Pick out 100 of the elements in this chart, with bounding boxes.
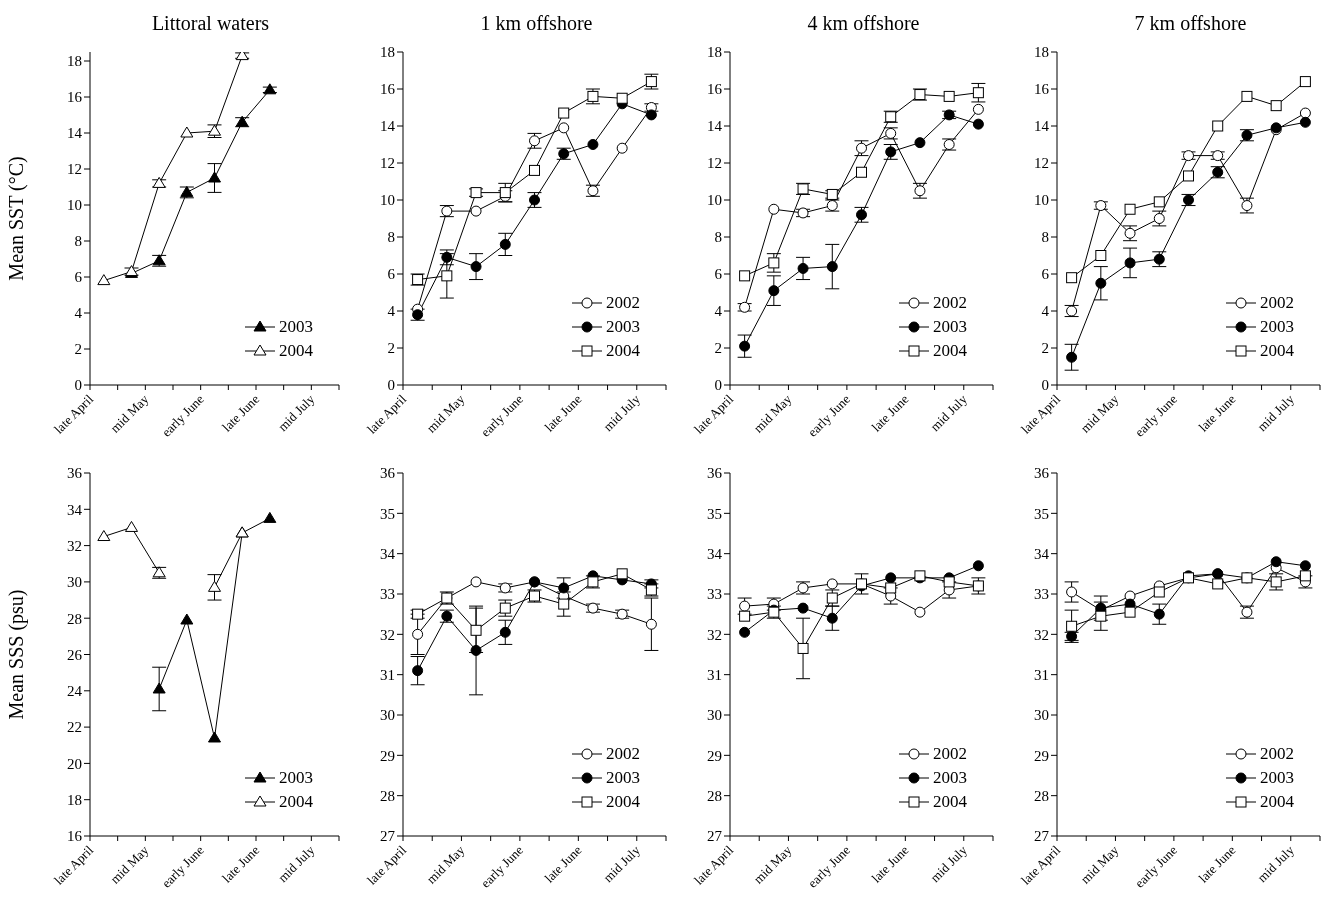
y-tick-label: 14 bbox=[707, 118, 723, 135]
y-tick-label: 30 bbox=[380, 707, 395, 724]
y-tick-label: 2 bbox=[1041, 340, 1049, 357]
y-tick-label: 4 bbox=[74, 305, 83, 322]
x-tick-label: late June bbox=[1195, 391, 1239, 435]
y-tick-label: 12 bbox=[67, 161, 82, 178]
y-tick-label: 14 bbox=[1034, 118, 1050, 135]
y-axis-title: Mean SST (°C) bbox=[5, 156, 29, 281]
y-tick-label: 8 bbox=[387, 229, 395, 246]
y-tick-label: 31 bbox=[380, 666, 395, 683]
x-tick-label: mid July bbox=[600, 842, 644, 886]
x-tick-label: mid May bbox=[107, 391, 152, 436]
y-tick-label: 34 bbox=[707, 545, 723, 562]
legend-label: 2004 bbox=[606, 341, 640, 361]
x-tick-label: early June bbox=[1131, 842, 1181, 891]
y-tick-label: 33 bbox=[380, 586, 395, 603]
y-tick-label: 34 bbox=[67, 501, 83, 518]
y-tick-label: 0 bbox=[714, 377, 722, 394]
y-tick-label: 29 bbox=[1034, 747, 1049, 764]
y-tick-label: 18 bbox=[707, 44, 722, 61]
y-tick-label: 31 bbox=[707, 666, 722, 683]
y-tick-label: 16 bbox=[67, 828, 83, 845]
y-tick-label: 2 bbox=[387, 340, 395, 357]
x-tick-label: late June bbox=[541, 842, 585, 886]
chart-title: 4 km offshore bbox=[806, 11, 921, 36]
legend-label: 2002 bbox=[933, 744, 967, 764]
legend-label: 2004 bbox=[933, 792, 967, 812]
y-tick-label: 14 bbox=[67, 125, 83, 142]
x-tick-label: early June bbox=[477, 391, 527, 440]
x-tick-label: late June bbox=[219, 842, 263, 886]
x-tick-label: mid July bbox=[927, 391, 971, 435]
y-tick-label: 8 bbox=[714, 229, 722, 246]
chart-title: Littoral waters bbox=[150, 11, 271, 36]
legend-label: 2002 bbox=[1260, 293, 1294, 313]
legend-label: 2003 bbox=[933, 317, 967, 337]
y-tick-label: 27 bbox=[380, 828, 396, 845]
y-tick-label: 18 bbox=[67, 792, 82, 809]
x-tick-label: early June bbox=[804, 842, 854, 891]
y-tick-label: 26 bbox=[67, 646, 83, 663]
legend-label: 2004 bbox=[279, 792, 313, 812]
y-tick-label: 28 bbox=[67, 610, 82, 627]
y-tick-label: 2 bbox=[714, 340, 722, 357]
x-tick-label: mid July bbox=[927, 842, 971, 886]
y-tick-label: 16 bbox=[707, 81, 723, 98]
legend-label: 2002 bbox=[606, 293, 640, 313]
x-tick-label: mid May bbox=[107, 842, 152, 887]
y-tick-label: 8 bbox=[1041, 229, 1049, 246]
y-tick-label: 18 bbox=[1034, 44, 1049, 61]
y-tick-label: 14 bbox=[380, 118, 396, 135]
x-tick-label: early June bbox=[158, 842, 207, 891]
y-tick-label: 22 bbox=[67, 719, 82, 736]
legend-label: 2003 bbox=[933, 768, 967, 788]
y-tick-label: 12 bbox=[380, 155, 395, 172]
y-tick-label: 34 bbox=[380, 545, 396, 562]
y-tick-label: 36 bbox=[707, 465, 723, 482]
x-tick-label: late June bbox=[1195, 842, 1239, 886]
x-tick-label: mid July bbox=[600, 391, 644, 435]
legend-label: 2004 bbox=[606, 792, 640, 812]
y-tick-label: 12 bbox=[1034, 155, 1049, 172]
x-tick-label: mid July bbox=[1254, 842, 1298, 886]
legend-label: 2002 bbox=[606, 744, 640, 764]
y-tick-label: 30 bbox=[1034, 707, 1049, 724]
y-tick-label: 4 bbox=[387, 303, 396, 320]
y-tick-label: 32 bbox=[380, 626, 395, 643]
legend-label: 2004 bbox=[279, 341, 313, 361]
x-tick-label: early June bbox=[804, 391, 854, 440]
y-tick-label: 10 bbox=[67, 197, 82, 214]
y-tick-label: 36 bbox=[380, 465, 396, 482]
y-tick-label: 35 bbox=[380, 505, 395, 522]
y-tick-label: 24 bbox=[67, 683, 83, 700]
legend-label: 2003 bbox=[606, 768, 640, 788]
x-tick-label: mid May bbox=[1077, 842, 1122, 887]
y-tick-label: 33 bbox=[1034, 586, 1049, 603]
legend-label: 2003 bbox=[279, 317, 313, 337]
legend-label: 2003 bbox=[279, 768, 313, 788]
x-tick-label: mid July bbox=[274, 842, 318, 886]
y-tick-label: 32 bbox=[1034, 626, 1049, 643]
y-tick-label: 30 bbox=[707, 707, 722, 724]
y-tick-label: 10 bbox=[707, 192, 722, 209]
y-tick-label: 29 bbox=[707, 747, 722, 764]
y-tick-label: 36 bbox=[67, 465, 83, 482]
y-tick-label: 28 bbox=[707, 787, 722, 804]
y-tick-label: 4 bbox=[714, 303, 723, 320]
y-tick-label: 6 bbox=[714, 266, 723, 283]
x-tick-label: mid May bbox=[750, 391, 795, 436]
y-tick-label: 10 bbox=[1034, 192, 1049, 209]
legend-label: 2002 bbox=[1260, 744, 1294, 764]
y-tick-label: 18 bbox=[380, 44, 395, 61]
x-tick-label: mid May bbox=[423, 842, 468, 887]
x-tick-label: late June bbox=[868, 842, 912, 886]
y-tick-label: 27 bbox=[707, 828, 723, 845]
y-tick-label: 2 bbox=[74, 341, 82, 358]
y-tick-label: 31 bbox=[1034, 666, 1049, 683]
y-tick-label: 35 bbox=[1034, 505, 1049, 522]
legend-label: 2003 bbox=[606, 317, 640, 337]
y-tick-label: 16 bbox=[67, 89, 83, 106]
x-tick-label: mid May bbox=[423, 391, 468, 436]
y-tick-label: 0 bbox=[387, 377, 395, 394]
y-tick-label: 28 bbox=[1034, 787, 1049, 804]
y-tick-label: 10 bbox=[380, 192, 395, 209]
